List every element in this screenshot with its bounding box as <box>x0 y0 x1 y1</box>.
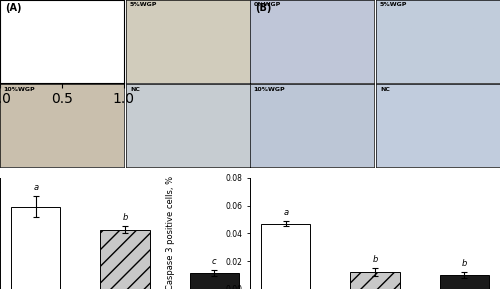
Text: a: a <box>34 183 38 192</box>
Text: NC: NC <box>380 87 390 92</box>
Y-axis label: Caspase 3 positive cells, %: Caspase 3 positive cells, % <box>166 176 175 289</box>
Text: 10%WGP: 10%WGP <box>254 87 286 92</box>
Text: 5%WGP: 5%WGP <box>130 3 158 8</box>
Text: b: b <box>372 255 378 264</box>
Bar <box>100 230 150 289</box>
Text: b: b <box>122 213 128 222</box>
Text: NC: NC <box>130 87 140 92</box>
Text: b: b <box>462 259 467 268</box>
Text: 0%WGP: 0%WGP <box>254 3 281 8</box>
Bar <box>190 273 238 289</box>
Bar <box>350 272 400 289</box>
Bar <box>12 207 60 289</box>
Bar <box>262 224 310 289</box>
Bar <box>440 275 488 289</box>
Text: (A): (A) <box>5 3 21 13</box>
Text: (B): (B) <box>255 3 272 13</box>
Text: 0%WGP: 0%WGP <box>4 3 31 8</box>
Text: c: c <box>212 257 216 266</box>
Text: 10%WGP: 10%WGP <box>4 87 35 92</box>
Text: 5%WGP: 5%WGP <box>380 3 407 8</box>
Text: a: a <box>284 208 288 217</box>
